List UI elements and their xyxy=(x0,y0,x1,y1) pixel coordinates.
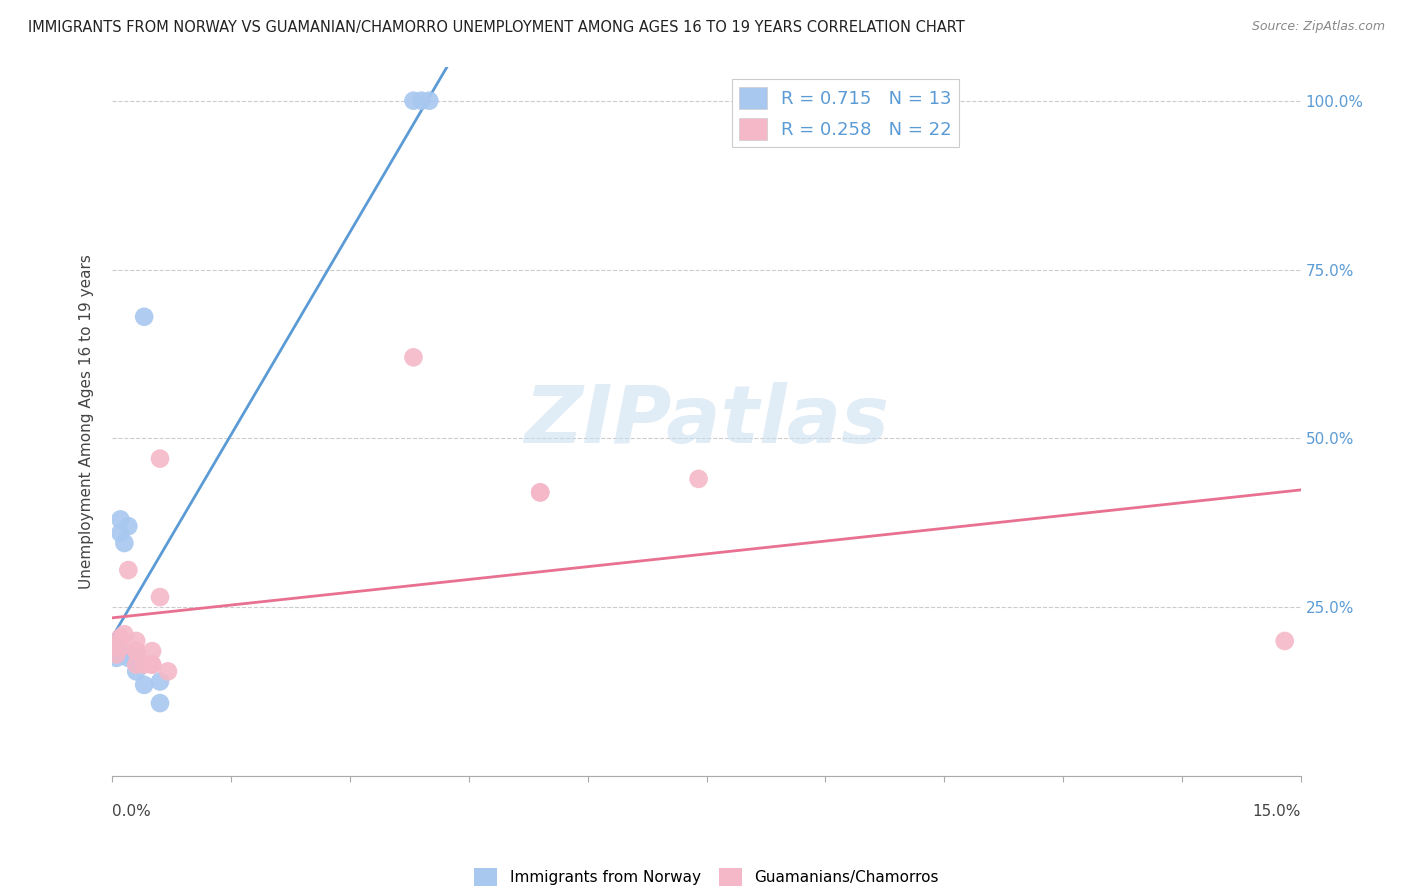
Point xyxy=(402,94,425,108)
Point xyxy=(149,696,172,710)
Point xyxy=(125,651,148,665)
Point xyxy=(529,485,551,500)
Point xyxy=(105,637,128,651)
Text: 15.0%: 15.0% xyxy=(1253,805,1301,819)
Point xyxy=(418,94,440,108)
Point xyxy=(141,644,163,658)
Point xyxy=(125,644,148,658)
Point xyxy=(149,451,172,466)
Point xyxy=(117,519,139,533)
Point xyxy=(125,644,148,658)
Point xyxy=(125,657,148,672)
Point xyxy=(149,590,172,604)
Point xyxy=(112,536,135,550)
Point xyxy=(110,525,132,540)
Point xyxy=(688,472,710,486)
Point xyxy=(141,657,163,672)
Y-axis label: Unemployment Among Ages 16 to 19 years: Unemployment Among Ages 16 to 19 years xyxy=(79,254,94,589)
Point xyxy=(117,563,139,577)
Point xyxy=(149,674,172,689)
Point xyxy=(411,94,433,108)
Point xyxy=(134,657,156,672)
Point xyxy=(105,648,128,662)
Text: IMMIGRANTS FROM NORWAY VS GUAMANIAN/CHAMORRO UNEMPLOYMENT AMONG AGES 16 TO 19 YE: IMMIGRANTS FROM NORWAY VS GUAMANIAN/CHAM… xyxy=(28,20,965,35)
Point xyxy=(134,678,156,692)
Point xyxy=(117,651,139,665)
Point xyxy=(117,648,139,662)
Point xyxy=(112,627,135,641)
Point xyxy=(529,485,551,500)
Point xyxy=(105,651,128,665)
Point xyxy=(110,631,132,645)
Point xyxy=(125,634,148,648)
Point xyxy=(125,665,148,679)
Point xyxy=(156,665,179,679)
Point xyxy=(1274,634,1296,648)
Point xyxy=(134,310,156,324)
Legend: R = 0.715   N = 13, R = 0.258   N = 22: R = 0.715 N = 13, R = 0.258 N = 22 xyxy=(733,79,959,147)
Point xyxy=(110,512,132,526)
Text: 0.0%: 0.0% xyxy=(112,805,152,819)
Point xyxy=(141,657,163,672)
Text: Source: ZipAtlas.com: Source: ZipAtlas.com xyxy=(1251,20,1385,33)
Point xyxy=(402,351,425,365)
Point xyxy=(105,637,128,651)
Point xyxy=(110,640,132,655)
Text: ZIPatlas: ZIPatlas xyxy=(524,383,889,460)
